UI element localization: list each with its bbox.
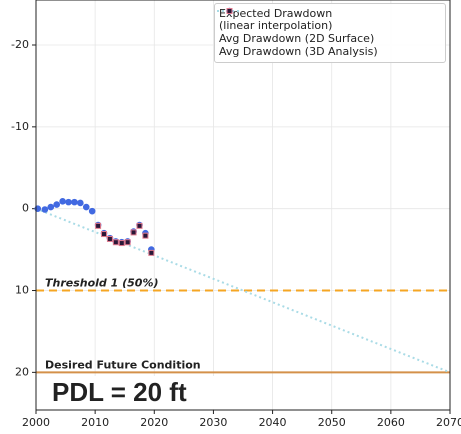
reference-label: Desired Future Condition xyxy=(45,358,201,371)
annotation-box xyxy=(44,376,216,409)
x-tick-label: 2020 xyxy=(140,416,168,429)
x-tick-label: 2070 xyxy=(436,416,461,429)
x-tick-label: 2010 xyxy=(81,416,109,429)
point xyxy=(106,235,113,242)
point xyxy=(47,203,55,211)
legend-entry: Expected Drawdown (linear interpolation) xyxy=(217,7,441,32)
y-tick-label: 10 xyxy=(15,284,29,297)
legend-marker xyxy=(226,8,233,14)
x-tick-label: 2060 xyxy=(377,416,405,429)
legend-entry: Avg Drawdown (2D Surface) xyxy=(219,7,441,45)
reference-label: Threshold 1 (50%) xyxy=(45,277,159,290)
legend-label: Expected Drawdown (linear interpolation) xyxy=(219,7,333,32)
point xyxy=(112,239,119,246)
y-tick-label: 0 xyxy=(22,202,29,215)
x-tick-label: 2030 xyxy=(199,416,227,429)
frame xyxy=(35,0,451,411)
point xyxy=(118,240,125,247)
point xyxy=(88,207,96,215)
point xyxy=(65,198,72,206)
point xyxy=(95,222,102,229)
legend-label: Avg Drawdown (2D Surface) xyxy=(219,32,375,45)
x-tick-label: 2050 xyxy=(318,416,346,429)
legend-key xyxy=(226,8,233,14)
point xyxy=(82,203,90,211)
expected-line xyxy=(35,207,451,374)
point xyxy=(136,222,143,229)
point xyxy=(71,198,78,206)
legend-label: Avg Drawdown (3D Analysis) xyxy=(219,45,378,58)
x-tick-label: 2040 xyxy=(259,416,287,429)
x-tick-label: 2000 xyxy=(22,416,50,429)
point xyxy=(142,232,149,239)
point xyxy=(53,201,60,208)
point xyxy=(59,198,66,205)
y-tick-label: -20 xyxy=(11,38,29,51)
point xyxy=(148,249,155,256)
point xyxy=(130,229,137,236)
point xyxy=(124,239,131,246)
legend-entry: Avg Drawdown (3D Analysis) xyxy=(219,8,441,58)
legend: Expected Drawdown (linear interpolation)… xyxy=(214,3,446,63)
y-tick-label: 20 xyxy=(15,365,29,378)
point xyxy=(77,199,84,207)
annotation: PDL = 20 ft xyxy=(52,377,187,407)
point xyxy=(41,206,49,213)
y-tick-label: -10 xyxy=(11,120,29,133)
point xyxy=(101,231,108,238)
point xyxy=(34,205,42,212)
